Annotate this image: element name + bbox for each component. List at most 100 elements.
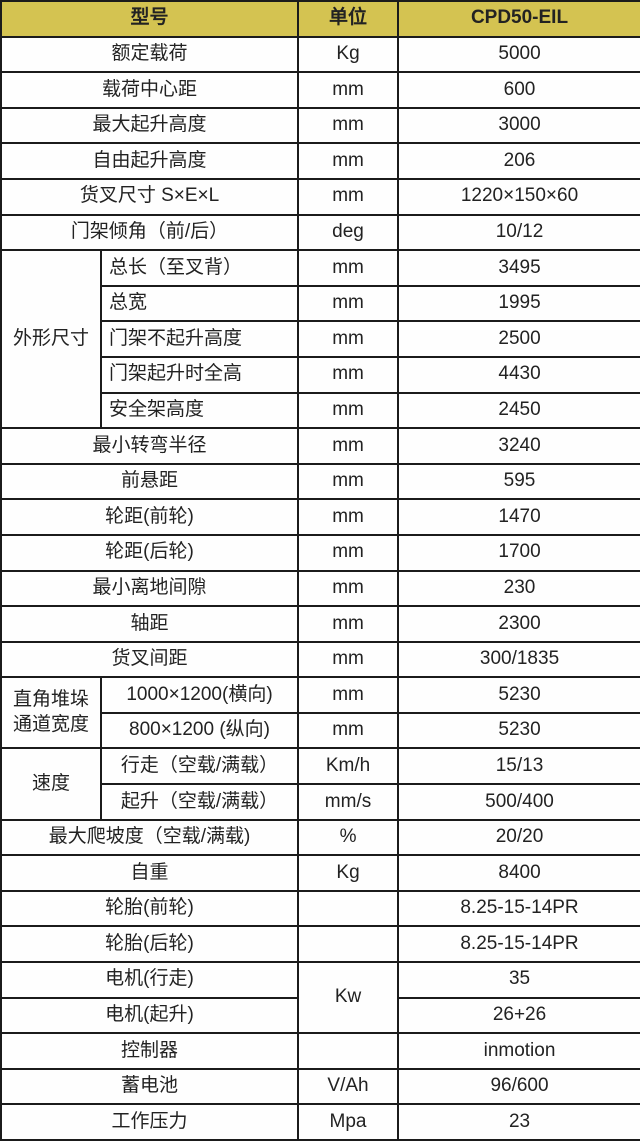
- unit-cell: Kg: [297, 854, 400, 892]
- unit-cell: mm: [297, 391, 400, 430]
- table-row: 轮胎(后轮) 8.25-15-14PR: [0, 925, 640, 964]
- table-row: 自由起升高度 mm 206: [0, 142, 640, 180]
- unit-cell: mm: [297, 498, 400, 536]
- unit-cell: Kg: [297, 35, 400, 74]
- spec-label: 自重: [0, 854, 300, 892]
- value-cell: 1220×150×60: [397, 177, 640, 216]
- table-row: 电机(行走) Kw 35: [0, 961, 640, 1035]
- table-row: 最大起升高度 mm 3000: [0, 106, 640, 145]
- spec-label: 前悬距: [0, 462, 300, 501]
- spec-sublabel: 1000×1200(横向): [99, 676, 300, 714]
- table-row: 电机(起升) 26+26: [0, 996, 640, 1035]
- value-cell: 15/13: [397, 747, 640, 786]
- spec-sublabel: 总宽: [99, 284, 300, 323]
- unit-cell: mm: [297, 284, 400, 323]
- table-row: 门架起升时全高 mm 4430: [1, 355, 640, 394]
- spec-label: 载荷中心距: [0, 71, 300, 109]
- table-row: 外形尺寸 总长（至叉背） mm 3495: [0, 249, 640, 430]
- value-cell: 2450: [397, 391, 640, 430]
- value-cell: 23: [397, 1103, 640, 1141]
- value-cell: 10/12: [397, 213, 640, 252]
- unit-cell-merged: Kw: [297, 961, 400, 1035]
- spec-label: 最小转弯半径: [0, 427, 300, 465]
- value-cell: 4430: [397, 355, 640, 394]
- table-row: 门架不起升高度 mm 2500: [1, 320, 640, 358]
- value-cell: 3000: [397, 106, 640, 145]
- unit-cell: [297, 889, 400, 928]
- spec-label: 轮距(后轮): [0, 533, 300, 572]
- spec-label: 门架倾角（前/后）: [0, 213, 300, 252]
- unit-cell: mm: [297, 640, 400, 679]
- value-cell: 8.25-15-14PR: [397, 925, 640, 964]
- table-row: 安全架高度 mm 2450: [1, 391, 640, 430]
- unit-cell: %: [297, 818, 400, 857]
- unit-cell: mm: [297, 106, 400, 145]
- group-cell: 直角堆垛通道宽度: [0, 676, 102, 750]
- spec-label: 电机(行走): [0, 961, 300, 999]
- unit-cell: Mpa: [297, 1103, 400, 1141]
- spec-sublabel: 安全架高度: [99, 391, 300, 430]
- value-cell: 1995: [397, 284, 640, 323]
- value-cell: 5230: [397, 711, 640, 750]
- spec-sublabel: 总长（至叉背）: [99, 249, 300, 287]
- value-cell: 2500: [397, 320, 640, 358]
- spec-label: 控制器: [0, 1032, 300, 1070]
- value-cell: 300/1835: [397, 640, 640, 679]
- spec-sublabel: 行走（空载/满载）: [99, 747, 300, 786]
- header-model-value: CPD50-EIL: [397, 0, 640, 38]
- unit-cell: mm: [297, 711, 400, 750]
- value-cell: 1470: [397, 498, 640, 536]
- table-row: 最小转弯半径 mm 3240: [0, 427, 640, 465]
- unit-cell: mm: [297, 427, 400, 465]
- table-row: 门架倾角（前/后） deg 10/12: [0, 213, 640, 252]
- unit-cell: [297, 925, 400, 964]
- spec-label: 电机(起升): [0, 996, 300, 1035]
- spec-label: 最大爬坡度（空载/满载): [0, 818, 300, 857]
- value-cell: 206: [397, 142, 640, 180]
- spec-sublabel: 起升（空载/满载）: [99, 783, 300, 821]
- value-cell: 3495: [397, 249, 640, 287]
- value-cell: 8.25-15-14PR: [397, 889, 640, 928]
- table-row: 轮胎(前轮) 8.25-15-14PR: [0, 889, 640, 928]
- unit-cell: mm: [297, 676, 400, 714]
- unit-cell: mm: [297, 249, 400, 287]
- table-row: 最小离地间隙 mm 230: [0, 569, 640, 608]
- header-model: 型号: [0, 0, 300, 38]
- spec-label: 货叉尺寸 S×E×L: [0, 177, 300, 216]
- spec-label: 工作压力: [0, 1103, 300, 1141]
- table-row: 前悬距 mm 595: [0, 462, 640, 501]
- table-row: 载荷中心距 mm 600: [0, 71, 640, 109]
- header-unit: 单位: [297, 0, 400, 38]
- unit-cell: mm: [297, 355, 400, 394]
- unit-cell: mm: [297, 462, 400, 501]
- spec-label: 轴距: [0, 605, 300, 643]
- unit-cell: mm: [297, 142, 400, 180]
- group-cell: 速度: [0, 747, 102, 821]
- table-body: 额定载荷 Kg 5000 载荷中心距 mm 600 最大起升高度 mm 3000 自由起升高度 mm…: [0, 35, 640, 1141]
- value-cell: 595: [397, 462, 640, 501]
- spec-label: 蓄电池: [0, 1067, 300, 1106]
- table-row: 直角堆垛通道宽度 1000×1200(横向) mm 5230: [0, 676, 640, 750]
- value-cell: 5230: [397, 676, 640, 714]
- table-header: 型号 单位 CPD50-EIL: [0, 0, 640, 38]
- spec-label: 最大起升高度: [0, 106, 300, 145]
- spec-sublabel: 门架不起升高度: [99, 320, 300, 358]
- unit-cell: mm: [297, 533, 400, 572]
- value-cell: 8400: [397, 854, 640, 892]
- table-row: 自重 Kg 8400: [0, 854, 640, 892]
- table-row: 轴距 mm 2300: [0, 605, 640, 643]
- value-cell: 3240: [397, 427, 640, 465]
- unit-cell: deg: [297, 213, 400, 252]
- header-row: 型号 单位 CPD50-EIL: [0, 0, 640, 38]
- value-cell: 20/20: [397, 818, 640, 857]
- spec-label: 轮胎(前轮): [0, 889, 300, 928]
- spec-label: 最小离地间隙: [0, 569, 300, 608]
- table-row: 最大爬坡度（空载/满载)% 20/20: [0, 818, 640, 857]
- value-cell: inmotion: [397, 1032, 640, 1070]
- unit-cell: mm: [297, 71, 400, 109]
- group-cell: 外形尺寸: [0, 249, 102, 430]
- value-cell: 600: [397, 71, 640, 109]
- unit-cell: mm: [297, 605, 400, 643]
- table-row: 货叉尺寸 S×E×L mm 1220×150×60: [0, 177, 640, 216]
